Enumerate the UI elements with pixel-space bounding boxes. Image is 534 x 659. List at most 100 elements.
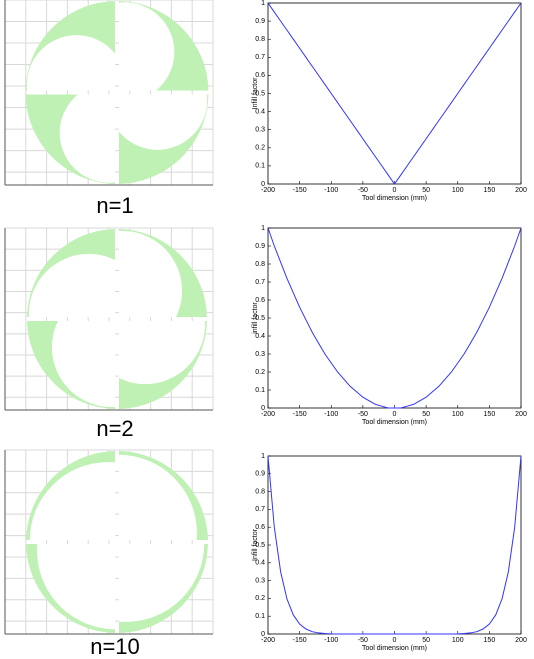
- pattern-hole: [28, 253, 115, 317]
- x-tick-label: -100: [324, 187, 338, 194]
- y-tick-label: 0.4: [255, 560, 265, 567]
- y-tick-label: 1: [261, 453, 265, 460]
- x-axis-label: Tool dimension (mm): [362, 419, 427, 426]
- y-tick-label: 0.5: [255, 542, 265, 549]
- pattern-hole: [119, 2, 175, 91]
- line: [267, 455, 522, 635]
- x-tick-label: 200: [515, 187, 527, 194]
- y-tick-label: 0.9: [255, 471, 265, 478]
- y-tick-label: 0.8: [255, 488, 265, 495]
- y-axis-label: infill factor: [252, 302, 259, 334]
- y-tick-label: 0: [261, 181, 265, 188]
- caption: n=10: [90, 634, 140, 659]
- infill-pattern: [4, 0, 214, 186]
- y-tick-label: 0: [261, 631, 265, 638]
- x-tick-label: 0: [393, 187, 397, 194]
- pattern-quadrant: [119, 229, 207, 317]
- x-tick-label: -100: [324, 411, 338, 418]
- pattern-quadrant: [26, 451, 115, 540]
- caption: n=1: [96, 193, 133, 218]
- infill-pattern: [4, 449, 214, 635]
- pattern-quadrant: [119, 1, 209, 91]
- pattern-hole: [37, 544, 115, 630]
- x-tick-label: -200: [261, 637, 275, 644]
- y-tick-label: 0.7: [255, 506, 265, 513]
- x-tick-label: -100: [324, 637, 338, 644]
- pattern-quadrant: [25, 94, 115, 184]
- y-tick-label: 0.8: [255, 261, 265, 268]
- pattern-quadrant: [119, 451, 208, 540]
- pattern-hole: [119, 544, 205, 622]
- y-tick-label: 0.6: [255, 72, 265, 79]
- pattern-hole: [119, 230, 183, 317]
- x-tick-label: -200: [261, 411, 275, 418]
- y-tick-label: 0.7: [255, 279, 265, 286]
- x-tick-label: -50: [358, 187, 368, 194]
- y-tick-label: 0.9: [255, 18, 265, 25]
- x-tick-label: 0: [393, 411, 397, 418]
- pattern-hole: [119, 94, 208, 150]
- pattern-hole: [59, 94, 115, 183]
- x-tick-label: 200: [515, 637, 527, 644]
- x-axis-label: Tool dimension (mm): [362, 645, 427, 652]
- y-tick-label: 0.4: [255, 108, 265, 115]
- x-tick-label: 50: [422, 411, 430, 418]
- line: [267, 2, 522, 185]
- x-tick-label: -150: [293, 637, 307, 644]
- pattern-hole: [29, 462, 115, 540]
- caption: n=2: [96, 416, 133, 441]
- y-tick-label: 0: [261, 405, 265, 412]
- y-tick-label: 0.5: [255, 315, 265, 322]
- pattern-hole: [51, 321, 115, 408]
- y-tick-label: 0.6: [255, 297, 265, 304]
- x-tick-label: -150: [293, 411, 307, 418]
- y-tick-label: 0.4: [255, 333, 265, 340]
- x-tick-label: 150: [484, 637, 496, 644]
- x-tick-label: -50: [358, 637, 368, 644]
- plot-frame: [267, 227, 522, 409]
- y-tick-label: 0.9: [255, 243, 265, 250]
- line: [267, 227, 522, 409]
- x-tick-label: 150: [484, 187, 496, 194]
- y-tick-label: 0.2: [255, 145, 265, 152]
- y-tick-label: 0.8: [255, 36, 265, 43]
- x-tick-label: 50: [422, 187, 430, 194]
- x-tick-label: 100: [452, 637, 464, 644]
- y-tick-label: 0.1: [255, 163, 265, 170]
- x-tick-label: -200: [261, 187, 275, 194]
- y-tick-label: 1: [261, 225, 265, 232]
- pattern-quadrant: [119, 321, 207, 409]
- x-tick-label: -50: [358, 411, 368, 418]
- y-tick-label: 0.3: [255, 577, 265, 584]
- x-tick-label: 200: [515, 411, 527, 418]
- x-tick-label: -150: [293, 187, 307, 194]
- pattern-quadrant: [119, 544, 208, 633]
- y-axis-label: Infill factor: [252, 77, 259, 110]
- x-axis-label: Tool dimension (mm): [362, 195, 427, 202]
- pattern-quadrant: [26, 544, 115, 633]
- x-tick-label: 100: [452, 411, 464, 418]
- pattern-quadrant: [25, 1, 115, 91]
- plot-frame: [267, 2, 522, 185]
- y-tick-label: 0.2: [255, 369, 265, 376]
- pattern-quadrant: [119, 94, 209, 184]
- y-tick-label: 0.1: [255, 613, 265, 620]
- infill-pattern: [4, 227, 214, 411]
- pattern-hole: [26, 35, 115, 91]
- x-tick-label: 0: [393, 637, 397, 644]
- y-tick-label: 1: [261, 0, 265, 7]
- y-tick-label: 0.6: [255, 524, 265, 531]
- y-tick-label: 0.2: [255, 595, 265, 602]
- pattern-hole: [119, 321, 206, 385]
- pattern-quadrant: [27, 321, 115, 409]
- x-tick-label: 50: [422, 637, 430, 644]
- y-tick-label: 0.3: [255, 127, 265, 134]
- y-tick-label: 0.3: [255, 351, 265, 358]
- plot-frame: [267, 455, 522, 635]
- y-tick-label: 0.5: [255, 90, 265, 97]
- pattern-quadrant: [27, 229, 115, 317]
- pattern-hole: [119, 454, 197, 540]
- y-axis-label: Infill factor: [252, 528, 259, 561]
